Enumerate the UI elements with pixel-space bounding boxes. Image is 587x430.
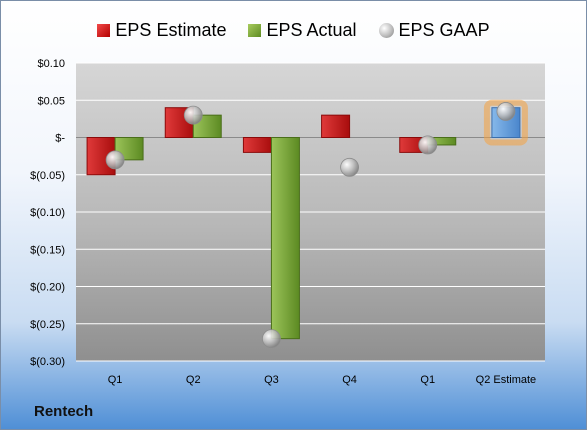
legend: EPS Estimate EPS Actual EPS GAAP (1, 17, 586, 43)
y-tick-label: $(0.05) (30, 170, 65, 182)
legend-item-actual: EPS Actual (248, 19, 357, 41)
y-axis-ticks: $0.10 $0.05 $- $(0.05) $(0.10) $(0.15) $(0.20)… (30, 58, 65, 368)
x-axis-ticks: Q1 Q2 Q3 Q4 Q1 Q2 Estimate (108, 374, 536, 386)
x-tick-label: Q4 (342, 374, 357, 386)
x-tick-label: Q1 (420, 374, 435, 386)
gridlines (76, 62, 545, 362)
y-tick-label: $(0.25) (30, 319, 65, 331)
marker-eps-gaap (262, 329, 281, 349)
y-tick-label: $(0.30) (30, 356, 65, 368)
y-tick-label: $(0.20) (30, 282, 65, 294)
legend-swatch-actual (248, 23, 262, 37)
legend-label-actual: EPS Actual (266, 19, 357, 40)
legend-item-gaap: EPS GAAP (378, 19, 490, 41)
bar-eps-estimate (242, 137, 272, 153)
bar-eps-estimate (321, 114, 351, 139)
y-tick-label: $- (55, 133, 65, 145)
legend-swatch-gaap (378, 22, 394, 38)
marker-eps-gaap (105, 150, 125, 170)
x-tick-label: Q2 (186, 374, 201, 386)
marker-eps-gaap (340, 157, 359, 177)
marker-eps-gaap (496, 102, 516, 121)
bar-eps-actual (270, 137, 300, 340)
y-tick-label: $0.10 (37, 58, 65, 70)
legend-item-estimate: EPS Estimate (97, 20, 226, 41)
x-tick-label: Q3 (264, 374, 279, 386)
marker-eps-gaap (418, 135, 438, 155)
legend-swatch-estimate (97, 23, 111, 37)
marker-eps-gaap (183, 105, 203, 125)
company-name: Rentech (34, 403, 94, 420)
gaap-markers (105, 102, 516, 349)
y-tick-label: $(0.15) (30, 244, 65, 256)
x-tick-label: Q2 Estimate (476, 374, 537, 386)
legend-label-estimate: EPS Estimate (115, 19, 227, 40)
x-tick-label: Q1 (108, 374, 123, 386)
y-tick-label: $(0.10) (30, 207, 65, 219)
y-tick-label: $0.05 (37, 95, 65, 107)
legend-label-gaap: EPS GAAP (398, 19, 490, 40)
